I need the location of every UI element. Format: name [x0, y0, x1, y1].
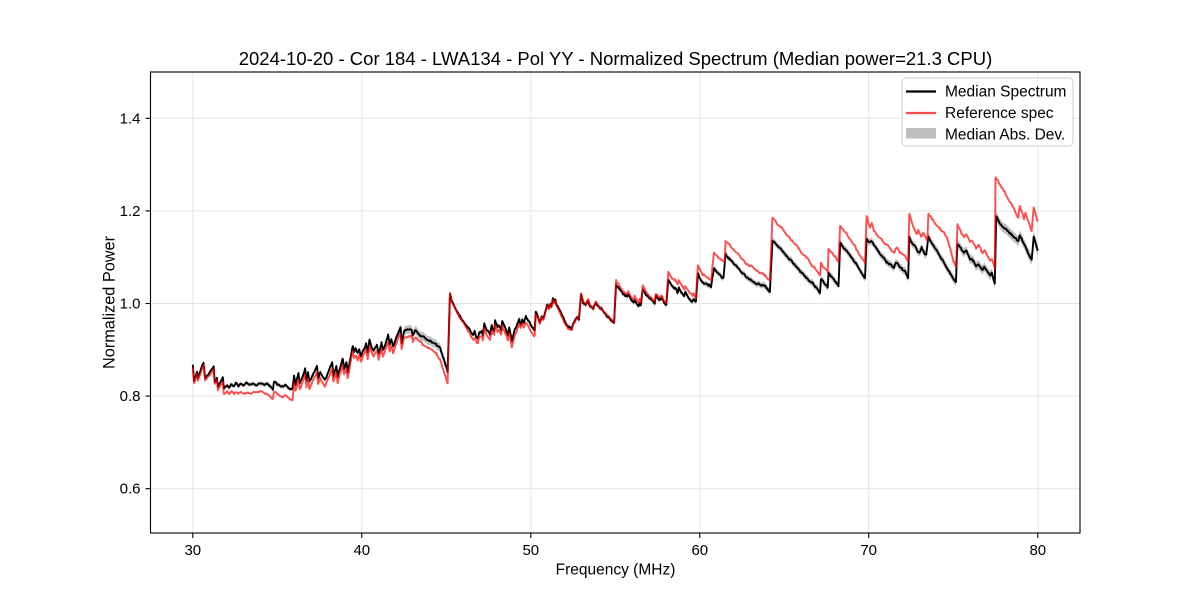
svg-text:50: 50	[522, 542, 539, 559]
svg-text:2024-10-20 - Cor 184 - LWA134: 2024-10-20 - Cor 184 - LWA134 - Pol YY -…	[239, 48, 993, 69]
svg-text:30: 30	[184, 542, 201, 559]
svg-text:1.0: 1.0	[120, 296, 141, 313]
svg-text:0.6: 0.6	[120, 481, 141, 498]
svg-text:Frequency (MHz): Frequency (MHz)	[556, 562, 676, 579]
svg-text:Reference spec: Reference spec	[945, 105, 1054, 122]
svg-text:Normalized Power: Normalized Power	[101, 235, 119, 369]
svg-text:Median Spectrum: Median Spectrum	[945, 84, 1066, 101]
svg-text:0.8: 0.8	[120, 388, 141, 405]
svg-text:1.4: 1.4	[120, 110, 141, 127]
svg-text:40: 40	[353, 542, 370, 559]
svg-text:80: 80	[1029, 542, 1046, 559]
svg-text:60: 60	[691, 542, 708, 559]
svg-text:Median Abs. Dev.: Median Abs. Dev.	[945, 127, 1065, 144]
svg-text:1.2: 1.2	[120, 203, 141, 220]
svg-text:70: 70	[860, 542, 877, 559]
